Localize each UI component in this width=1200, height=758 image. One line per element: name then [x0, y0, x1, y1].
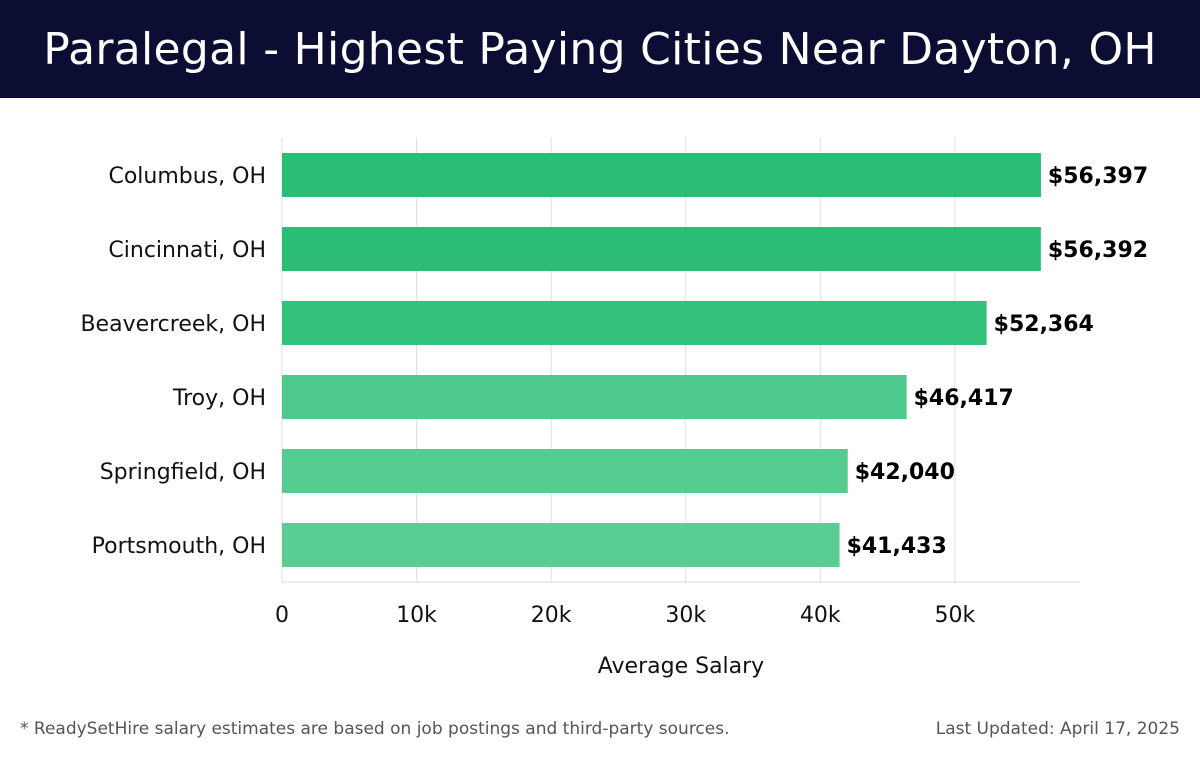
- chart-header: Paralegal - Highest Paying Cities Near D…: [0, 0, 1200, 98]
- x-axis-ticks: 0 10k 20k 30k 40k 50k: [275, 603, 975, 628]
- category-label: Beavercreek, OH: [80, 312, 266, 337]
- x-tick-label: 40k: [800, 603, 841, 628]
- value-labels: $56,397 $56,392 $52,364 $46,417 $42,040 $41,4…: [847, 164, 1149, 559]
- category-labels: Columbus, OH Cincinnati, OH Beavercreek, O…: [80, 164, 266, 559]
- bars: [282, 153, 1041, 567]
- bar: [282, 523, 840, 567]
- value-label: $46,417: [914, 386, 1014, 411]
- bar: [282, 153, 1041, 197]
- category-label: Troy, OH: [172, 386, 266, 411]
- footer-disclaimer: * ReadySetHire salary estimates are base…: [20, 719, 730, 739]
- value-label: $56,397: [1048, 164, 1148, 189]
- gridlines: [281, 138, 1080, 583]
- x-tick-label: 20k: [531, 603, 572, 628]
- category-label: Columbus, OH: [108, 164, 266, 189]
- value-label: $41,433: [847, 534, 947, 559]
- category-label: Cincinnati, OH: [108, 238, 266, 263]
- bar: [282, 301, 987, 345]
- x-axis-title: Average Salary: [598, 654, 764, 679]
- x-tick-label: 30k: [665, 603, 706, 628]
- category-label: Springfield, OH: [100, 460, 266, 485]
- value-label: $52,364: [994, 312, 1094, 337]
- x-tick-label: 10k: [396, 603, 437, 628]
- value-label: $42,040: [855, 460, 955, 485]
- x-tick-label: 50k: [934, 603, 975, 628]
- bar: [282, 375, 907, 419]
- x-tick-label: 0: [275, 603, 289, 628]
- category-label: Portsmouth, OH: [92, 534, 266, 559]
- chart-title: Paralegal - Highest Paying Cities Near D…: [43, 23, 1157, 75]
- bar: [282, 449, 848, 493]
- value-label: $56,392: [1048, 238, 1148, 263]
- footer-last-updated: Last Updated: April 17, 2025: [935, 719, 1180, 739]
- bar: [282, 227, 1041, 271]
